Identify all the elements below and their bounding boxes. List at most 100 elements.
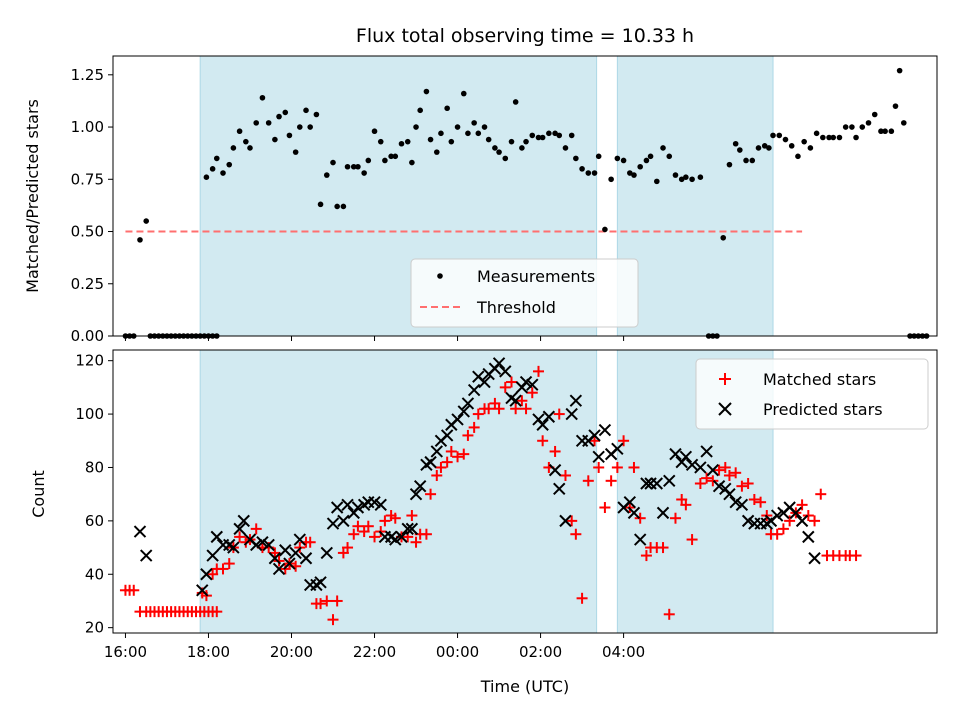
predicted-star-point [395, 530, 408, 544]
predicted-star-point [712, 479, 726, 493]
matched-star-point [458, 448, 470, 460]
measurement-point [409, 159, 415, 166]
measurement-point [427, 136, 434, 143]
measurement-point [737, 147, 743, 153]
measurement-point [317, 201, 324, 208]
matched-star-point [796, 499, 808, 511]
predicted-star-point [250, 538, 263, 552]
predicted-star-point [770, 509, 784, 522]
measurement-point [620, 157, 627, 164]
measurement-point [340, 203, 347, 210]
bottom-shaded-intervals [199, 349, 774, 634]
predicted-star-point [233, 522, 246, 536]
matched-star-point [348, 528, 360, 540]
matched-star-point [657, 542, 669, 554]
top-legend: Measurements Threshold [410, 258, 639, 328]
matched-star-point [223, 558, 235, 570]
measurement-point [813, 130, 820, 137]
predicted-star-point [368, 495, 381, 509]
predicted-star-point [289, 546, 302, 560]
measurement-point [307, 124, 313, 130]
measurement-point [297, 124, 303, 130]
measurement-point [448, 138, 455, 145]
predicted-star-point [598, 423, 612, 437]
matched-star-point [640, 550, 652, 562]
measurement-point [382, 157, 388, 164]
predicted-star-point [467, 383, 481, 397]
legend-matched-marker [719, 373, 731, 385]
matched-star-point [379, 515, 391, 527]
predicted-star-point [519, 375, 533, 389]
measurement-point [888, 128, 895, 135]
matched-star-point [701, 472, 713, 484]
matched-star-point [713, 464, 725, 476]
bottom-panel: 20 40 60 80 100 120 16:00 18:00 20:00 22:00 00:00… [29, 349, 938, 696]
measurement-point [508, 138, 515, 145]
measurement-point [539, 134, 546, 141]
measurement-point [330, 159, 336, 166]
predicted-star-point [650, 477, 664, 490]
predicted-star-point [735, 498, 749, 512]
matched-star-point [516, 395, 528, 407]
legend-measurements-marker [437, 273, 443, 279]
predicted-star-point [430, 445, 443, 458]
measurement-point [209, 166, 216, 172]
predicted-star-point [741, 514, 755, 528]
predicted-star-point [499, 365, 512, 378]
predicted-star-point [553, 482, 566, 496]
predicted-star-point [326, 517, 340, 530]
bottom-legend-box [695, 358, 929, 430]
measurement-point [579, 166, 585, 172]
matched-star-point [694, 477, 706, 489]
measurement-point [878, 128, 884, 135]
top-legend-box [410, 258, 639, 328]
matched-star-point [331, 595, 343, 607]
measurement-point [585, 170, 592, 176]
predicted-star-point [509, 394, 522, 407]
matched-star-point [441, 456, 453, 468]
measurement-point [766, 145, 772, 151]
matched-star-point [611, 461, 623, 473]
predicted-stars-points [133, 357, 821, 597]
measurement-point [853, 134, 859, 141]
measurement-point [788, 143, 795, 149]
matched-star-point [315, 598, 327, 610]
predicted-star-point [320, 546, 333, 560]
predicted-star-point [536, 418, 549, 431]
matched-star-point [736, 480, 748, 492]
matched-star-point [211, 606, 223, 618]
measurement-point [653, 178, 660, 185]
predicted-star-point [457, 405, 470, 418]
predicted-star-point [401, 522, 414, 536]
top-x-ticks [124, 336, 625, 341]
predicted-star-point [389, 533, 402, 546]
matched-star-point [549, 445, 561, 457]
measurement-point [602, 226, 608, 233]
matched-star-point [537, 435, 549, 447]
matched-star-point [809, 515, 821, 527]
matched-star-point [273, 555, 285, 567]
legend-threshold-label: Threshold [476, 298, 556, 317]
measurement-point [849, 124, 855, 130]
matched-star-point [748, 494, 760, 506]
predicted-star-point [492, 357, 506, 370]
measurement-point [404, 138, 411, 145]
predicted-star-point [548, 463, 562, 477]
measurement-point [496, 149, 502, 155]
predicted-star-point [611, 442, 624, 455]
measurement-point [292, 149, 299, 155]
measurement-point [371, 128, 378, 135]
predicted-star-point [451, 413, 464, 426]
predicted-star-point [200, 568, 213, 581]
bottom-y-tick-label: 40 [85, 565, 104, 583]
predicted-star-point [627, 506, 641, 520]
matched-star-point [707, 475, 719, 487]
predicted-star-point [299, 552, 313, 565]
matched-star-point [663, 608, 675, 620]
measurement-point [220, 170, 226, 176]
predicted-star-point [461, 397, 475, 410]
measurement-point [502, 155, 509, 162]
measurement-point [272, 136, 278, 143]
measurement-point [900, 120, 907, 126]
